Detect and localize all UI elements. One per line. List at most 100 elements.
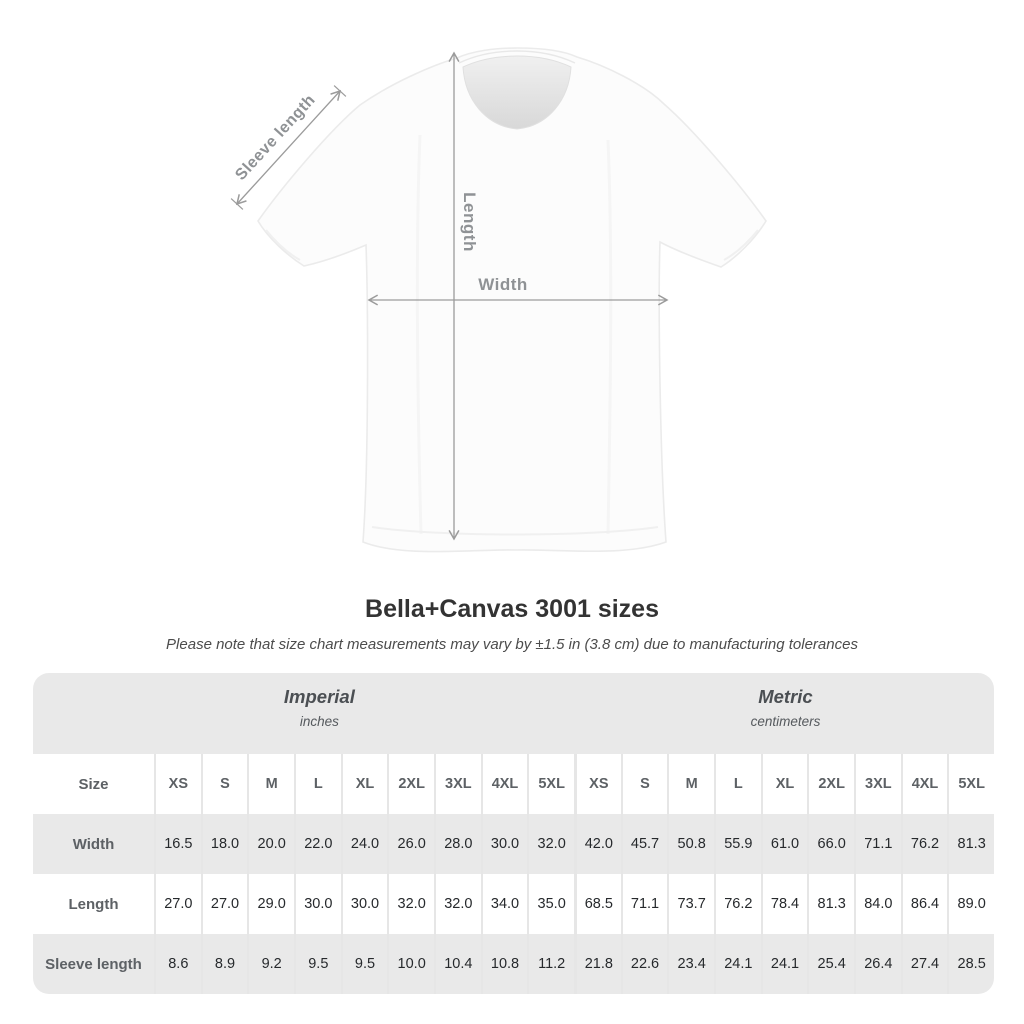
table-cell: 27.0 <box>154 874 201 934</box>
table-cell: 78.4 <box>760 874 808 934</box>
metric-sublabel: centimeters <box>750 714 821 729</box>
tshirt-collar-opening <box>462 55 572 130</box>
table-cell: 45.7 <box>620 814 668 874</box>
table-cell: 9.5 <box>294 934 341 994</box>
table-cell: 26.4 <box>854 934 901 994</box>
table-cell: 26.0 <box>387 814 434 874</box>
tshirt-sleeve-fold <box>265 229 301 261</box>
tshirt-collar-band <box>458 50 576 64</box>
table-cell: 86.4 <box>900 874 948 934</box>
imperial-sublabel: inches <box>299 714 339 729</box>
table-cell: 24.0 <box>340 814 388 874</box>
metric-label: Metric <box>758 686 813 707</box>
size-col-header: M <box>667 754 714 814</box>
table-cell: 32.0 <box>434 874 481 934</box>
table-cell: 81.3 <box>807 874 854 934</box>
size-col-header: 3XL <box>854 754 901 814</box>
table-cell: 29.0 <box>247 874 294 934</box>
table-cell: 27.0 <box>200 874 248 934</box>
table-cell: 55.9 <box>714 814 761 874</box>
tshirt-measurement-diagram: Length Width Sleeve length <box>230 47 767 553</box>
table-cell: 42.0 <box>574 814 621 874</box>
table-cell: 21.8 <box>574 934 621 994</box>
table-cell: 66.0 <box>807 814 854 874</box>
table-cell: 8.9 <box>200 934 248 994</box>
size-col-header: XS <box>154 754 201 814</box>
table-cell: 28.5 <box>947 934 994 994</box>
sleeve-length-tick <box>333 85 347 97</box>
page-subtitle: Please note that size chart measurements… <box>166 636 858 653</box>
table-cell: 76.2 <box>714 874 761 934</box>
table-cell: 9.2 <box>247 934 294 994</box>
table-cell: 30.0 <box>294 874 341 934</box>
size-col-header: XS <box>574 754 621 814</box>
size-col-header: S <box>620 754 668 814</box>
width-label: Width <box>478 275 528 294</box>
table-cell: 84.0 <box>854 874 901 934</box>
table-cell: 76.2 <box>900 814 948 874</box>
table-cell: 73.7 <box>667 874 714 934</box>
table-cell: 89.0 <box>947 874 994 934</box>
table-cell: 10.8 <box>480 934 528 994</box>
table-cell: 81.3 <box>947 814 994 874</box>
unit-header-band: Imperial inches Metric centimeters <box>33 673 994 754</box>
row-label-length: Length <box>33 874 154 934</box>
size-col-header: M <box>247 754 294 814</box>
size-col-header: 5XL <box>527 754 574 814</box>
table-cell: 35.0 <box>527 874 574 934</box>
size-col-header: L <box>714 754 761 814</box>
table-cell: 20.0 <box>247 814 294 874</box>
imperial-unit-group: Imperial inches <box>284 686 355 729</box>
table-cell: 10.4 <box>434 934 481 994</box>
table-cell: 32.0 <box>527 814 574 874</box>
table-cell: 22.6 <box>620 934 668 994</box>
table-cell: 8.6 <box>154 934 201 994</box>
size-col-header: 5XL <box>947 754 994 814</box>
size-header-cell: Size <box>33 754 154 814</box>
table-cell: 27.4 <box>900 934 948 994</box>
size-table-grid: Size XS S M L XL 2XL 3XL 4XL 5XL XS S M L XL 2XL 3XL 4XL 5… <box>33 754 994 994</box>
table-cell: 11.2 <box>527 934 574 994</box>
size-table: Imperial inches Metric centimeters Size X… <box>33 673 994 994</box>
size-col-header: XL <box>340 754 388 814</box>
sleeve-length-arrow <box>235 89 342 206</box>
page-title: Bella+Canvas 3001 sizes <box>365 595 659 623</box>
size-col-header: 4XL <box>480 754 528 814</box>
imperial-label: Imperial <box>283 686 355 707</box>
table-cell: 24.1 <box>714 934 761 994</box>
table-cell: 18.0 <box>200 814 248 874</box>
table-cell: 71.1 <box>620 874 668 934</box>
tshirt-crease <box>415 134 423 535</box>
size-col-header: L <box>294 754 341 814</box>
size-col-header: 4XL <box>900 754 948 814</box>
table-cell: 61.0 <box>760 814 808 874</box>
size-col-header: 3XL <box>434 754 481 814</box>
table-cell: 25.4 <box>807 934 854 994</box>
table-cell: 68.5 <box>574 874 621 934</box>
table-cell: 32.0 <box>387 874 434 934</box>
table-cell: 23.4 <box>667 934 714 994</box>
table-cell: 30.0 <box>340 874 388 934</box>
size-col-header: S <box>200 754 248 814</box>
table-cell: 30.0 <box>480 814 528 874</box>
size-col-header: 2XL <box>807 754 854 814</box>
length-label: Length <box>460 192 479 252</box>
size-col-header: 2XL <box>387 754 434 814</box>
metric-unit-group: Metric centimeters <box>751 686 821 729</box>
table-cell: 28.0 <box>434 814 481 874</box>
table-cell: 16.5 <box>154 814 201 874</box>
table-cell: 71.1 <box>854 814 901 874</box>
tshirt-hem-stitch <box>371 526 659 536</box>
row-label-sleeve-length: Sleeve length <box>33 934 154 994</box>
row-label-width: Width <box>33 814 154 874</box>
tshirt-sleeve-fold <box>723 229 759 261</box>
table-cell: 24.1 <box>760 934 808 994</box>
table-cell: 9.5 <box>340 934 388 994</box>
table-cell: 34.0 <box>480 874 528 934</box>
sleeve-length-tick <box>230 198 244 210</box>
table-cell: 10.0 <box>387 934 434 994</box>
tshirt-crease <box>606 139 613 535</box>
table-cell: 22.0 <box>294 814 341 874</box>
table-cell: 50.8 <box>667 814 714 874</box>
size-col-header: XL <box>760 754 808 814</box>
